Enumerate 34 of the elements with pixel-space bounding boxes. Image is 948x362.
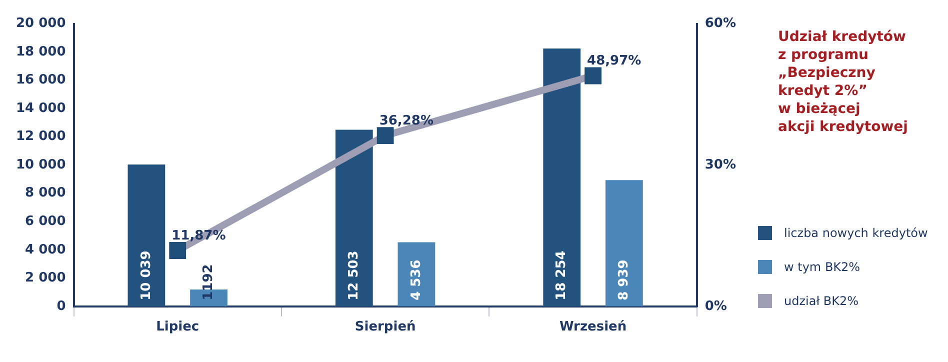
data-label: 10 039 <box>138 250 154 300</box>
y-tick-label: 0 <box>56 298 66 314</box>
y-tick-label: 16 000 <box>16 72 66 88</box>
data-label: 4 536 <box>408 260 424 300</box>
y-tick-label: 18 000 <box>16 44 66 60</box>
bar <box>605 180 643 306</box>
y-tick-label: 2 000 <box>25 270 66 286</box>
bar <box>543 48 581 306</box>
y-tick-label: 20 000 <box>16 16 66 32</box>
data-label: 1192 <box>201 264 216 300</box>
legend-label: w tym BK2% <box>784 260 860 274</box>
legend-label: udział BK2% <box>784 294 859 308</box>
bar <box>335 130 373 306</box>
text: Udział kredytów z programu „Bezpieczny kredyt 2%” w bieżącej akcji kredytowej <box>778 28 909 136</box>
y-tick-label: 4 000 <box>25 242 66 258</box>
y2-tick-label: 30% <box>704 157 736 172</box>
y2-tick-label: 60% <box>704 16 736 32</box>
data-label: 11,87% <box>172 228 226 244</box>
data-label: 48,97% <box>587 54 642 69</box>
data-label: 8 939 <box>616 260 632 300</box>
bar <box>128 164 166 306</box>
y-tick-label: 6 000 <box>25 214 66 229</box>
data-label: 36,28% <box>379 113 434 128</box>
y-tick-label: 12 000 <box>16 129 66 144</box>
data-label: 18 254 <box>554 250 570 300</box>
legend-label: liczba nowych kredytów <box>784 226 928 240</box>
y2-tick-label: 0% <box>704 298 727 314</box>
y-tick-label: 8 000 <box>25 186 66 201</box>
data-label: 12 503 <box>346 250 362 300</box>
y-tick-label: 14 000 <box>16 100 66 116</box>
x-tick-label: Wrzesień <box>559 320 627 335</box>
x-tick-label: Sierpień <box>354 320 416 335</box>
y-tick-label: 10 000 <box>16 157 66 172</box>
x-tick-label: Lipiec <box>156 320 200 335</box>
